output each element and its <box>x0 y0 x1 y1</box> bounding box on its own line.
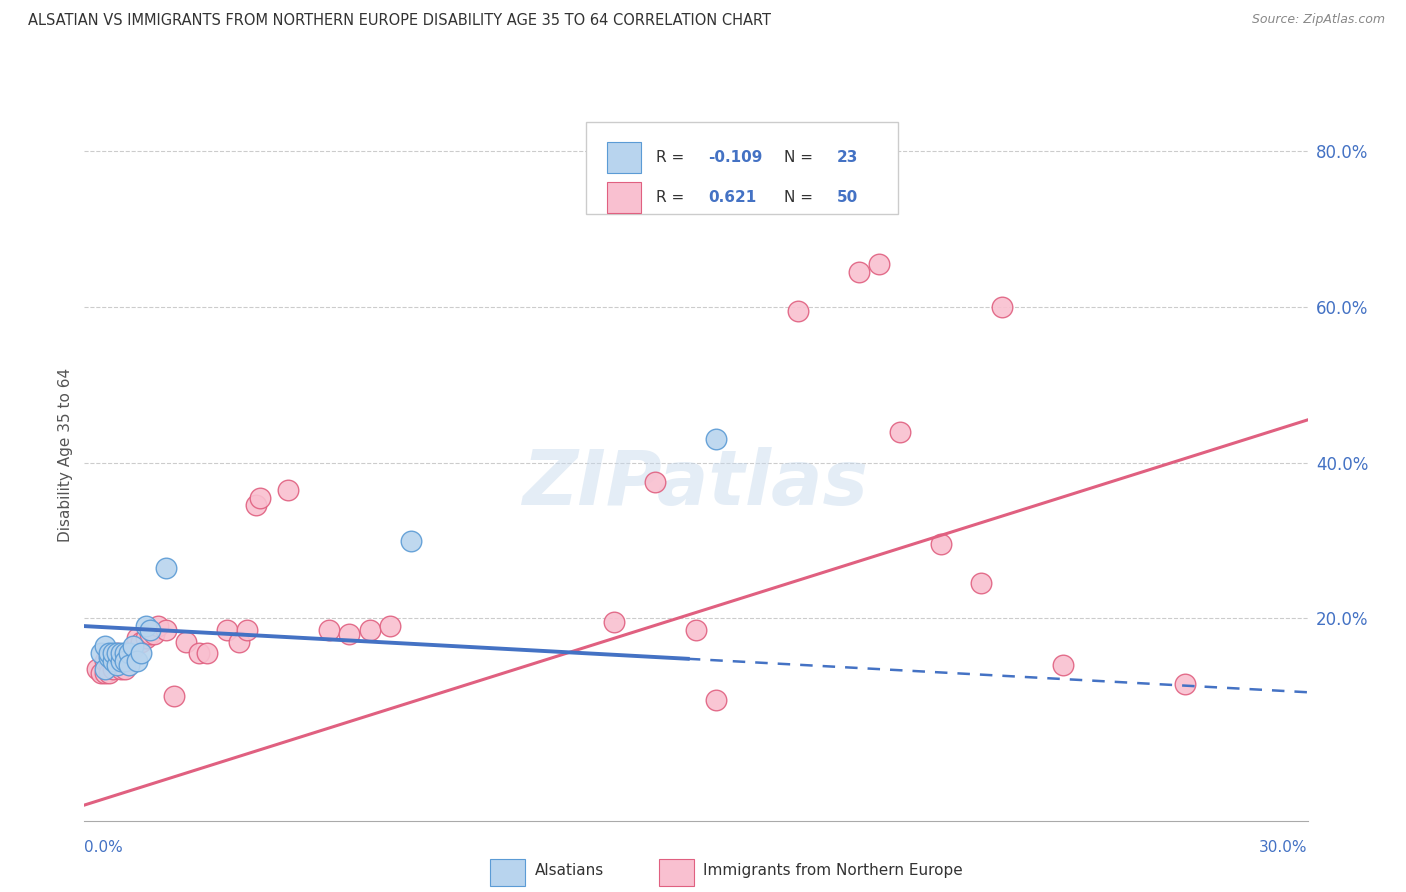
Point <box>869 257 891 271</box>
Point <box>706 693 728 707</box>
Point <box>127 631 149 645</box>
Point <box>644 475 666 490</box>
Point <box>114 662 136 676</box>
FancyBboxPatch shape <box>586 122 898 213</box>
Point <box>339 627 361 641</box>
Point <box>105 646 128 660</box>
Point <box>122 642 145 657</box>
Point <box>399 533 422 548</box>
Point <box>118 646 141 660</box>
Point <box>249 491 271 505</box>
Text: ZIPatlas: ZIPatlas <box>523 447 869 521</box>
Point <box>97 658 120 673</box>
Text: R =: R = <box>655 150 689 165</box>
Point <box>90 646 112 660</box>
Text: -0.109: -0.109 <box>709 150 762 165</box>
Point <box>138 627 160 641</box>
Point <box>228 634 250 648</box>
FancyBboxPatch shape <box>606 143 641 173</box>
Text: N =: N = <box>785 150 818 165</box>
FancyBboxPatch shape <box>491 859 524 887</box>
Point <box>110 662 132 676</box>
Point <box>603 615 626 630</box>
Point <box>155 560 177 574</box>
Point <box>142 627 165 641</box>
Point <box>93 639 117 653</box>
Point <box>195 646 218 660</box>
Point <box>105 658 128 673</box>
Point <box>277 483 299 497</box>
Point <box>101 654 124 668</box>
Point <box>131 634 153 648</box>
Point <box>706 433 728 447</box>
Point <box>93 654 117 668</box>
Point <box>97 646 120 660</box>
Point <box>101 646 124 660</box>
Point <box>1052 658 1074 673</box>
Point <box>146 619 169 633</box>
Point <box>970 576 993 591</box>
Point <box>97 650 120 665</box>
Point <box>1174 677 1197 691</box>
Point <box>86 662 108 676</box>
Text: N =: N = <box>785 190 818 205</box>
Point <box>217 623 239 637</box>
Point <box>101 662 124 676</box>
Point <box>105 658 128 673</box>
Point <box>236 623 259 637</box>
Point <box>135 631 157 645</box>
Point <box>685 623 707 637</box>
Point <box>122 639 145 653</box>
Point <box>929 537 952 551</box>
Point <box>176 634 198 648</box>
Text: 23: 23 <box>837 150 858 165</box>
Point <box>90 665 112 680</box>
Text: R =: R = <box>655 190 689 205</box>
Point <box>114 650 136 665</box>
Point <box>889 425 911 439</box>
Text: Alsatians: Alsatians <box>534 863 603 878</box>
Text: Source: ZipAtlas.com: Source: ZipAtlas.com <box>1251 13 1385 27</box>
FancyBboxPatch shape <box>659 859 693 887</box>
Point <box>187 646 209 660</box>
Point <box>155 623 177 637</box>
Point <box>97 665 120 680</box>
Point <box>359 623 381 637</box>
Point <box>135 619 157 633</box>
Point <box>105 646 128 660</box>
Text: 50: 50 <box>837 190 858 205</box>
Point <box>380 619 402 633</box>
Point <box>101 654 124 668</box>
Point <box>114 654 136 668</box>
Point <box>118 646 141 660</box>
Text: 30.0%: 30.0% <box>1260 840 1308 855</box>
Point <box>110 654 132 668</box>
Point <box>118 658 141 673</box>
FancyBboxPatch shape <box>606 182 641 212</box>
Point <box>787 304 810 318</box>
Text: Immigrants from Northern Europe: Immigrants from Northern Europe <box>703 863 963 878</box>
Point <box>138 623 160 637</box>
Point <box>93 662 117 676</box>
Point <box>127 654 149 668</box>
Text: ALSATIAN VS IMMIGRANTS FROM NORTHERN EUROPE DISABILITY AGE 35 TO 64 CORRELATION : ALSATIAN VS IMMIGRANTS FROM NORTHERN EUR… <box>28 13 770 29</box>
Point <box>93 665 117 680</box>
Y-axis label: Disability Age 35 to 64: Disability Age 35 to 64 <box>58 368 73 542</box>
Point <box>110 646 132 660</box>
Text: 0.0%: 0.0% <box>84 840 124 855</box>
Point <box>163 689 186 703</box>
Point <box>991 300 1014 314</box>
Point <box>110 654 132 668</box>
Point <box>114 646 136 660</box>
Text: 0.621: 0.621 <box>709 190 756 205</box>
Point <box>245 499 267 513</box>
Point <box>131 646 153 660</box>
Point <box>848 265 870 279</box>
Point <box>318 623 340 637</box>
